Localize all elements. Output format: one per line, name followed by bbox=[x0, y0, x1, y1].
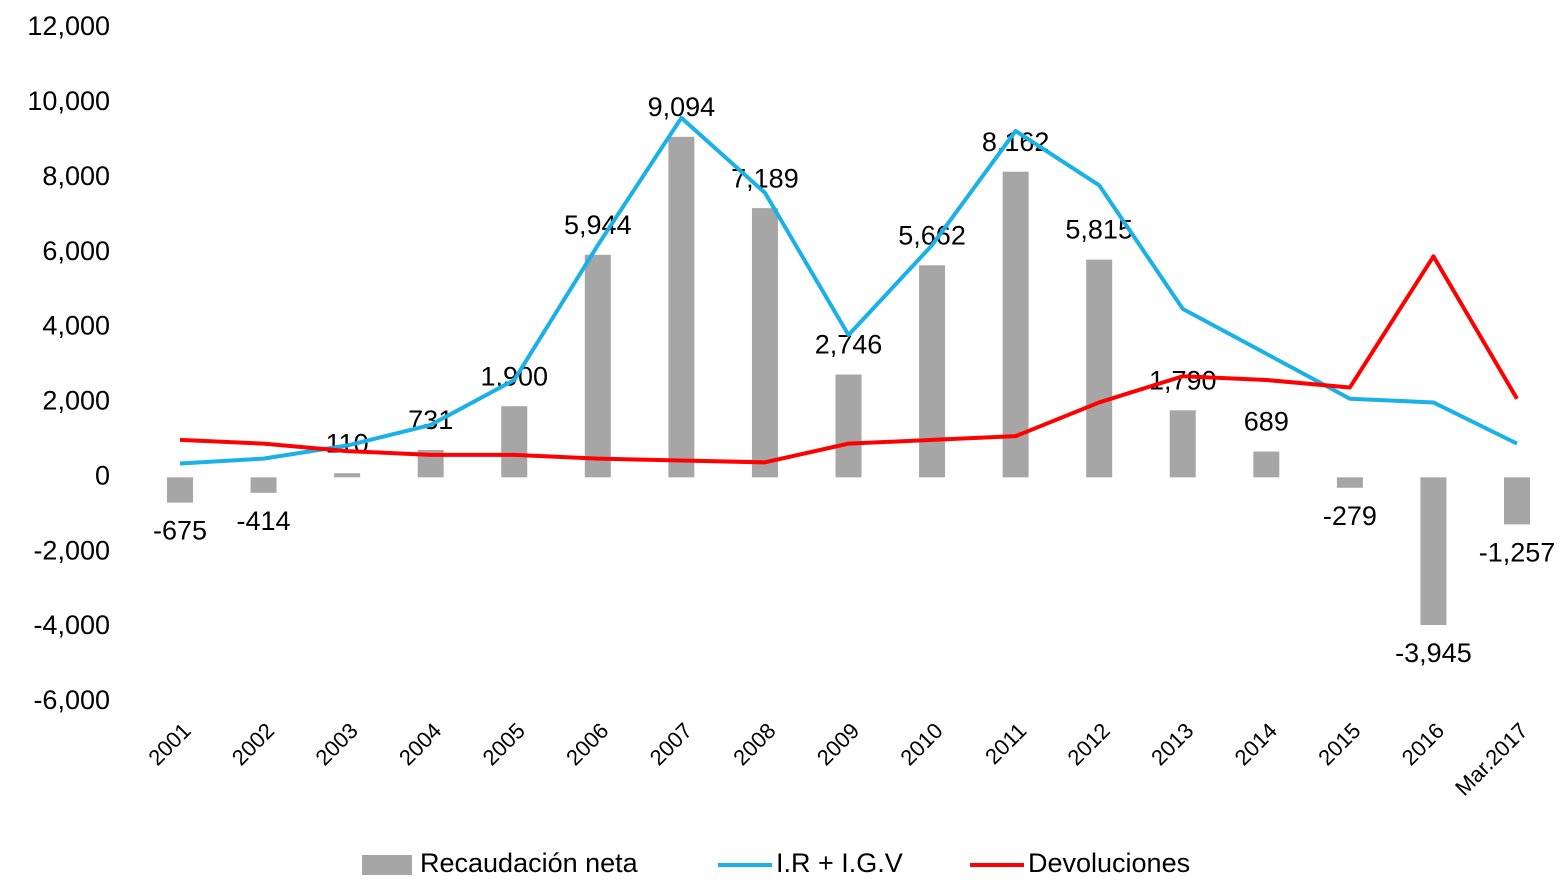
y-tick-label: 6,000 bbox=[42, 236, 110, 266]
bar bbox=[1504, 477, 1530, 525]
bar bbox=[1420, 477, 1447, 626]
y-tick-label: 8,000 bbox=[42, 161, 110, 191]
y-tick-label: -2,000 bbox=[33, 535, 110, 565]
x-tick-label: 2007 bbox=[645, 718, 697, 770]
data-label: -675 bbox=[153, 516, 207, 546]
x-tick-label: 2003 bbox=[310, 718, 362, 770]
line bbox=[179, 115, 1518, 466]
y-tick-label: 4,000 bbox=[42, 311, 110, 341]
data-label: -279 bbox=[1323, 501, 1377, 531]
x-tick-label: 2011 bbox=[980, 718, 1031, 769]
data-label: -414 bbox=[237, 506, 291, 536]
data-label: 689 bbox=[1244, 407, 1289, 437]
x-tick-label: 2014 bbox=[1230, 718, 1282, 770]
bar bbox=[167, 477, 193, 503]
line bbox=[179, 254, 1519, 465]
x-tick-label: 2002 bbox=[227, 718, 279, 770]
y-tick-label: -6,000 bbox=[33, 685, 110, 715]
bar bbox=[1002, 171, 1029, 478]
data-label: 1,790 bbox=[1149, 365, 1217, 395]
x-tick-label: 2012 bbox=[1063, 718, 1115, 770]
bar bbox=[919, 265, 946, 478]
bar bbox=[751, 208, 778, 478]
bar bbox=[334, 473, 361, 478]
y-tick-label: 2,000 bbox=[42, 386, 110, 416]
y-tick-label: 10,000 bbox=[27, 86, 110, 116]
x-tick-label: 2015 bbox=[1313, 718, 1365, 770]
x-tick-label: 2010 bbox=[895, 718, 947, 770]
data-label: -3,945 bbox=[1395, 638, 1472, 668]
legend-label: Recaudación neta bbox=[420, 848, 639, 878]
x-tick-label: 2013 bbox=[1146, 718, 1198, 770]
bar bbox=[668, 136, 695, 478]
x-tick-label: 2004 bbox=[394, 718, 446, 770]
bar bbox=[1169, 410, 1196, 478]
x-tick-label: 2005 bbox=[478, 718, 530, 770]
legend-label: Devoluciones bbox=[1028, 848, 1190, 878]
data-label: 7,189 bbox=[731, 163, 799, 193]
bar bbox=[835, 374, 862, 478]
bar bbox=[1253, 451, 1280, 478]
x-tick-label: 2006 bbox=[561, 718, 613, 770]
bar bbox=[1336, 477, 1363, 488]
legend-label: I.R + I.G.V bbox=[776, 848, 903, 878]
y-tick-label: 12,000 bbox=[27, 11, 110, 41]
y-tick-label: 0 bbox=[95, 460, 110, 490]
bar bbox=[1086, 259, 1113, 478]
y-tick-label: -4,000 bbox=[33, 610, 110, 640]
x-tick-label: 2009 bbox=[812, 718, 864, 770]
bar bbox=[250, 477, 277, 493]
x-tick-label: 2001 bbox=[143, 718, 195, 770]
x-tick-label: 2008 bbox=[728, 718, 780, 770]
data-label: 5,944 bbox=[564, 210, 632, 240]
x-tick-label: 2016 bbox=[1397, 718, 1449, 770]
bar bbox=[584, 254, 611, 478]
bar bbox=[501, 406, 528, 478]
legend-swatch bbox=[362, 855, 412, 875]
data-label: -1,257 bbox=[1479, 538, 1556, 568]
x-tick-label: Mar.2017 bbox=[1450, 718, 1533, 801]
